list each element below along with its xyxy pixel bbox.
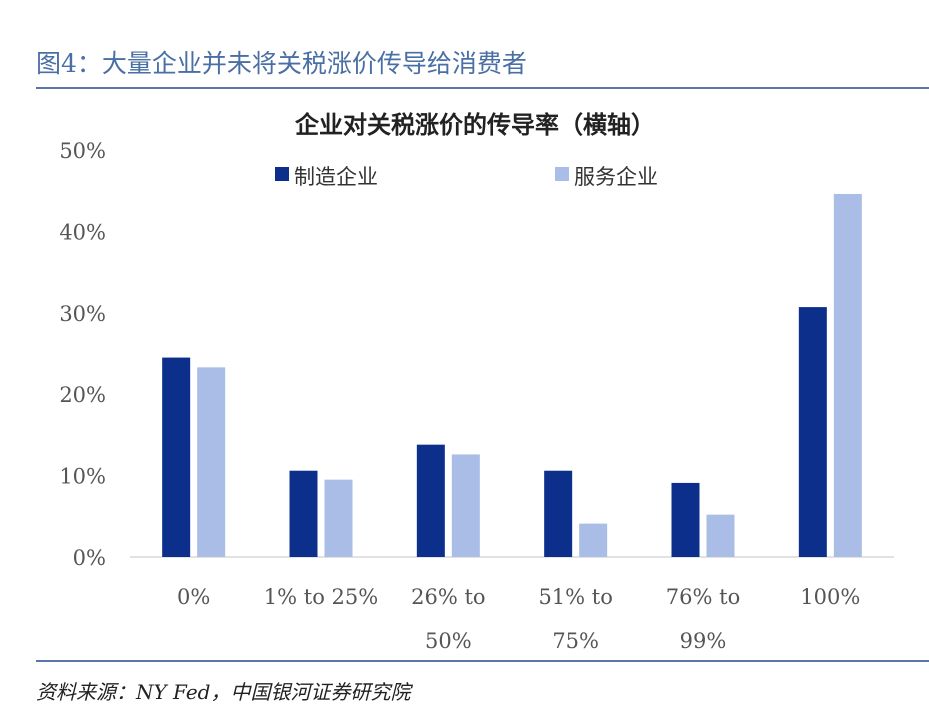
- legend-swatch: [275, 167, 289, 181]
- figure-title: 图4：大量企业并未将关税涨价传导给消费者: [36, 49, 527, 78]
- y-tick-label: 10%: [59, 465, 106, 489]
- x-tick-label: 26% to: [411, 585, 485, 609]
- chart-title: 企业对关税涨价的传导率（横轴）: [295, 110, 655, 139]
- x-tick-label: 1% to 25%: [264, 585, 378, 609]
- bar-services: [324, 479, 353, 557]
- bar-manufacturing: [162, 357, 191, 557]
- bar-services: [197, 367, 226, 557]
- bar-manufacturing: [544, 470, 573, 557]
- y-tick-label: 30%: [59, 302, 106, 326]
- bottom-divider: [36, 660, 929, 662]
- x-tick-label: 99%: [680, 629, 727, 653]
- legend-swatch: [555, 167, 569, 181]
- bar-services: [579, 523, 608, 557]
- x-tick-label: 76% to: [666, 585, 740, 609]
- bar-manufacturing: [671, 482, 700, 557]
- source-note: 资料来源：NY Fed，中国银河证券研究院: [36, 680, 411, 704]
- bar-services: [451, 454, 480, 557]
- x-tick-label: 75%: [552, 629, 599, 653]
- x-tick-label: 0%: [177, 585, 210, 609]
- bar-manufacturing: [416, 444, 445, 557]
- bar-services: [833, 193, 862, 557]
- y-tick-label: 20%: [59, 383, 106, 407]
- y-tick-label: 40%: [59, 220, 106, 244]
- bar-services: [706, 514, 735, 557]
- x-tick-label: 100%: [800, 585, 860, 609]
- top-divider: [36, 87, 929, 89]
- bar-manufacturing: [289, 470, 318, 557]
- legend-label: 服务企业: [574, 165, 658, 189]
- x-tick-label: 51% to: [538, 585, 612, 609]
- y-tick-label: 50%: [59, 139, 106, 163]
- y-tick-label: 0%: [73, 546, 106, 570]
- x-tick-label: 50%: [425, 629, 472, 653]
- legend-label: 制造企业: [294, 165, 378, 189]
- bar-manufacturing: [798, 307, 827, 557]
